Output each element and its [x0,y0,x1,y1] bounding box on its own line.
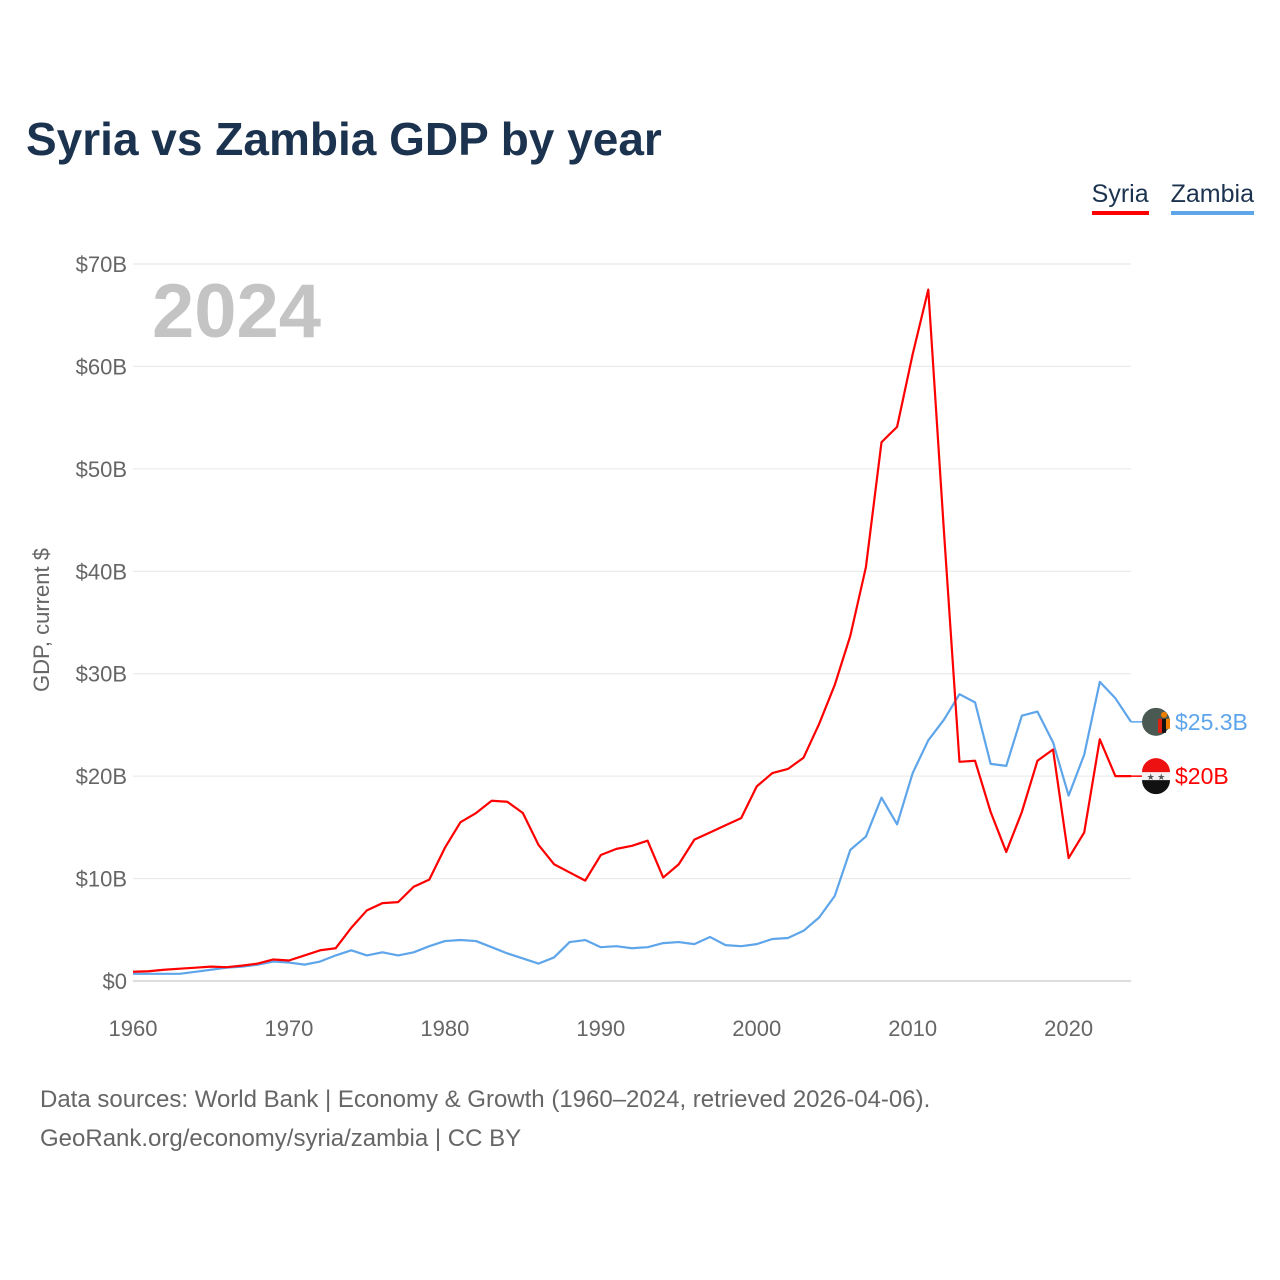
legend-item-syria[interactable]: Syria [1091,180,1149,215]
flag-zambia-red [1158,718,1162,733]
current-year-label: 2024 [152,269,322,354]
x-tick-label: 2020 [1044,1016,1093,1041]
x-tick-label: 1990 [576,1016,625,1041]
y-tick-label: $30B [76,662,127,687]
chart-title: Syria vs Zambia GDP by year [26,113,662,165]
flag-zambia-eagle [1161,711,1167,718]
y-tick-label: $20B [76,764,127,789]
flag-syria-red [1142,758,1170,773]
y-tick-label: $50B [76,457,127,482]
flag-zambia-orange [1166,718,1170,729]
end-value-label-syria: $20B [1175,763,1229,789]
source-note: Data sources: World Bank | Economy & Gro… [40,1086,931,1113]
end-value-label-zambia: $25.3B [1175,709,1248,735]
flag-syria-black [1142,780,1170,795]
y-tick-label: $70B [76,252,127,277]
y-tick-label: $0 [103,969,127,994]
y-tick-label: $60B [76,354,127,379]
series-line-zambia [133,680,1132,975]
series-line-syria [132,288,1131,973]
x-tick-label: 2010 [888,1016,937,1041]
source-url[interactable]: GeoRank.org/economy/syria/zambia | CC BY [40,1125,522,1152]
flag-zambia-black [1162,718,1166,733]
x-tick-label: 2000 [732,1016,781,1041]
legend: Syria Zambia [1091,180,1254,215]
flag-syria-stars: ★ ★ [1147,772,1166,782]
y-tick-label: $40B [76,559,127,584]
x-tick-label: 1960 [109,1016,158,1041]
x-tick-label: 1980 [420,1016,469,1041]
legend-item-zambia[interactable]: Zambia [1170,180,1254,215]
y-tick-label: $10B [76,867,127,892]
x-tick-label: 1970 [264,1016,313,1041]
